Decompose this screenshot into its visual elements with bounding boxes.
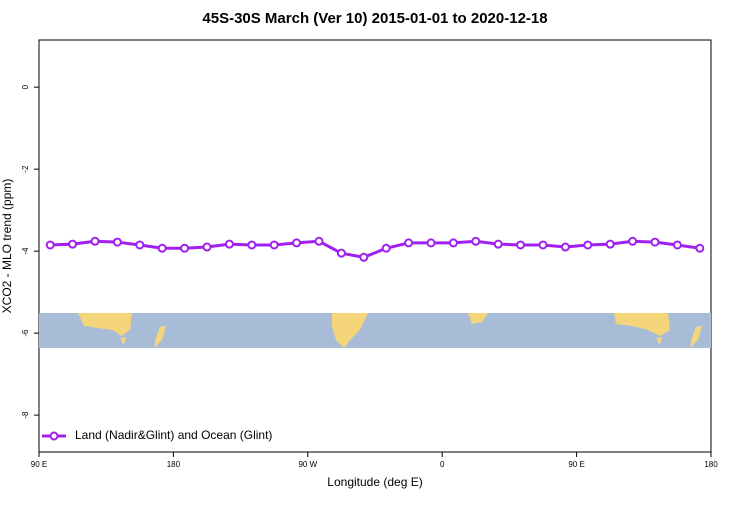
x-tick-label: 90 E: [31, 460, 47, 469]
data-point: [471, 236, 481, 246]
data-point: [448, 238, 458, 248]
x-axis-label: Longitude (deg E): [327, 475, 422, 489]
data-point: [45, 240, 55, 250]
data-point: [269, 240, 279, 250]
data-point: [112, 237, 122, 247]
data-point: [157, 243, 167, 253]
data-point: [605, 239, 615, 249]
data-point: [695, 243, 705, 253]
data-point: [583, 240, 593, 250]
data-point: [247, 240, 257, 250]
data-point: [516, 240, 526, 250]
x-tick-label: 180: [704, 460, 718, 469]
data-point: [292, 238, 302, 248]
legend-label: Land (Nadir&Glint) and Ocean (Glint): [75, 428, 272, 442]
data-point: [135, 240, 145, 250]
data-point: [672, 240, 682, 250]
series-line: [50, 239, 701, 259]
legend-marker: [49, 431, 59, 441]
y-axis-label: XCO2 - MLO trend (ppm): [0, 179, 14, 314]
data-point: [381, 243, 391, 253]
x-tick-label: 0: [440, 460, 445, 469]
data-point: [650, 237, 660, 247]
data-point: [628, 236, 638, 246]
x-tick-label: 90 E: [568, 460, 584, 469]
x-tick-label: 90 W: [298, 460, 317, 469]
data-point: [314, 236, 324, 246]
y-tick-label: 0: [21, 84, 30, 89]
data-point: [560, 242, 570, 252]
y-tick-label: -2: [21, 165, 30, 173]
data-point: [426, 238, 436, 248]
data-point: [68, 239, 78, 249]
data-point: [493, 239, 503, 249]
chart-title: 45S-30S March (Ver 10) 2015-01-01 to 202…: [202, 10, 547, 27]
y-tick-label: -6: [21, 329, 30, 337]
y-tick-label: -4: [21, 247, 30, 255]
plot-frame: [38, 39, 712, 453]
data-point: [336, 248, 346, 258]
y-tick-label: -8: [21, 411, 30, 419]
data-point: [359, 252, 369, 262]
x-tick-label: 180: [167, 460, 181, 469]
data-point: [538, 240, 548, 250]
data-point: [404, 238, 414, 248]
data-point: [224, 239, 234, 249]
data-point: [202, 242, 212, 252]
data-point: [90, 236, 100, 246]
data-point: [180, 243, 190, 253]
map-strip: [39, 313, 711, 348]
